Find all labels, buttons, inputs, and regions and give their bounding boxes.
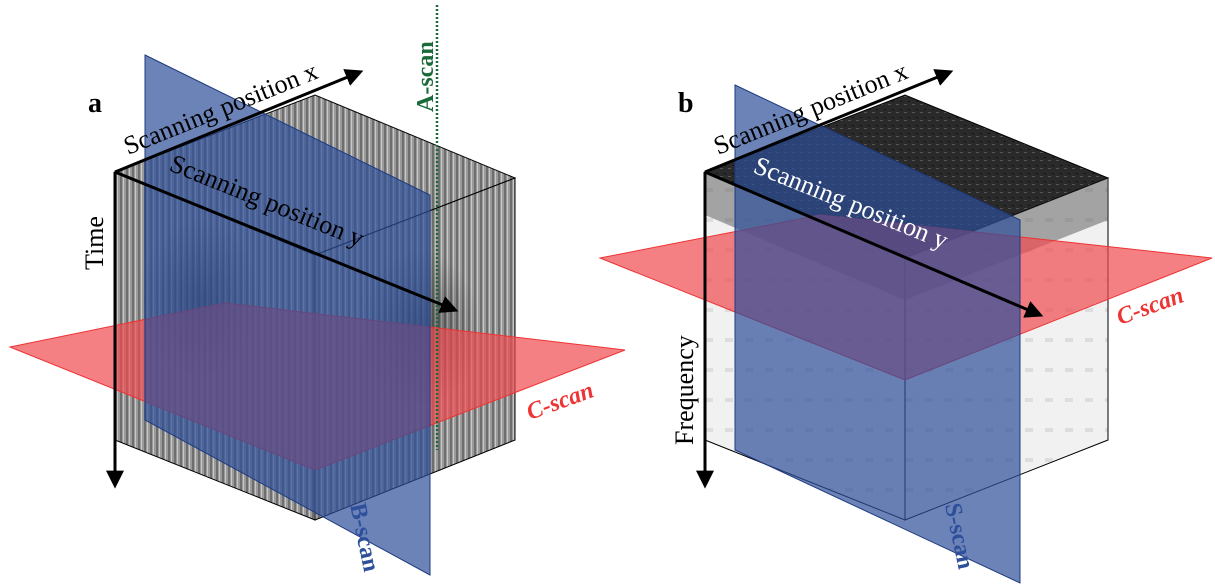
a-scan-label: A-scan bbox=[413, 41, 439, 112]
axis-vertical-label: Time bbox=[80, 216, 109, 270]
panel-a: a Scanning position x Scanning position … bbox=[10, 5, 625, 575]
panel-label: b bbox=[678, 88, 694, 119]
panel-label: a bbox=[88, 88, 102, 119]
figure: a Scanning position x Scanning position … bbox=[0, 0, 1215, 587]
panel-b: b Scanning position x Scanning position … bbox=[600, 56, 1212, 583]
axis-vertical-label: Frequency bbox=[670, 335, 699, 445]
